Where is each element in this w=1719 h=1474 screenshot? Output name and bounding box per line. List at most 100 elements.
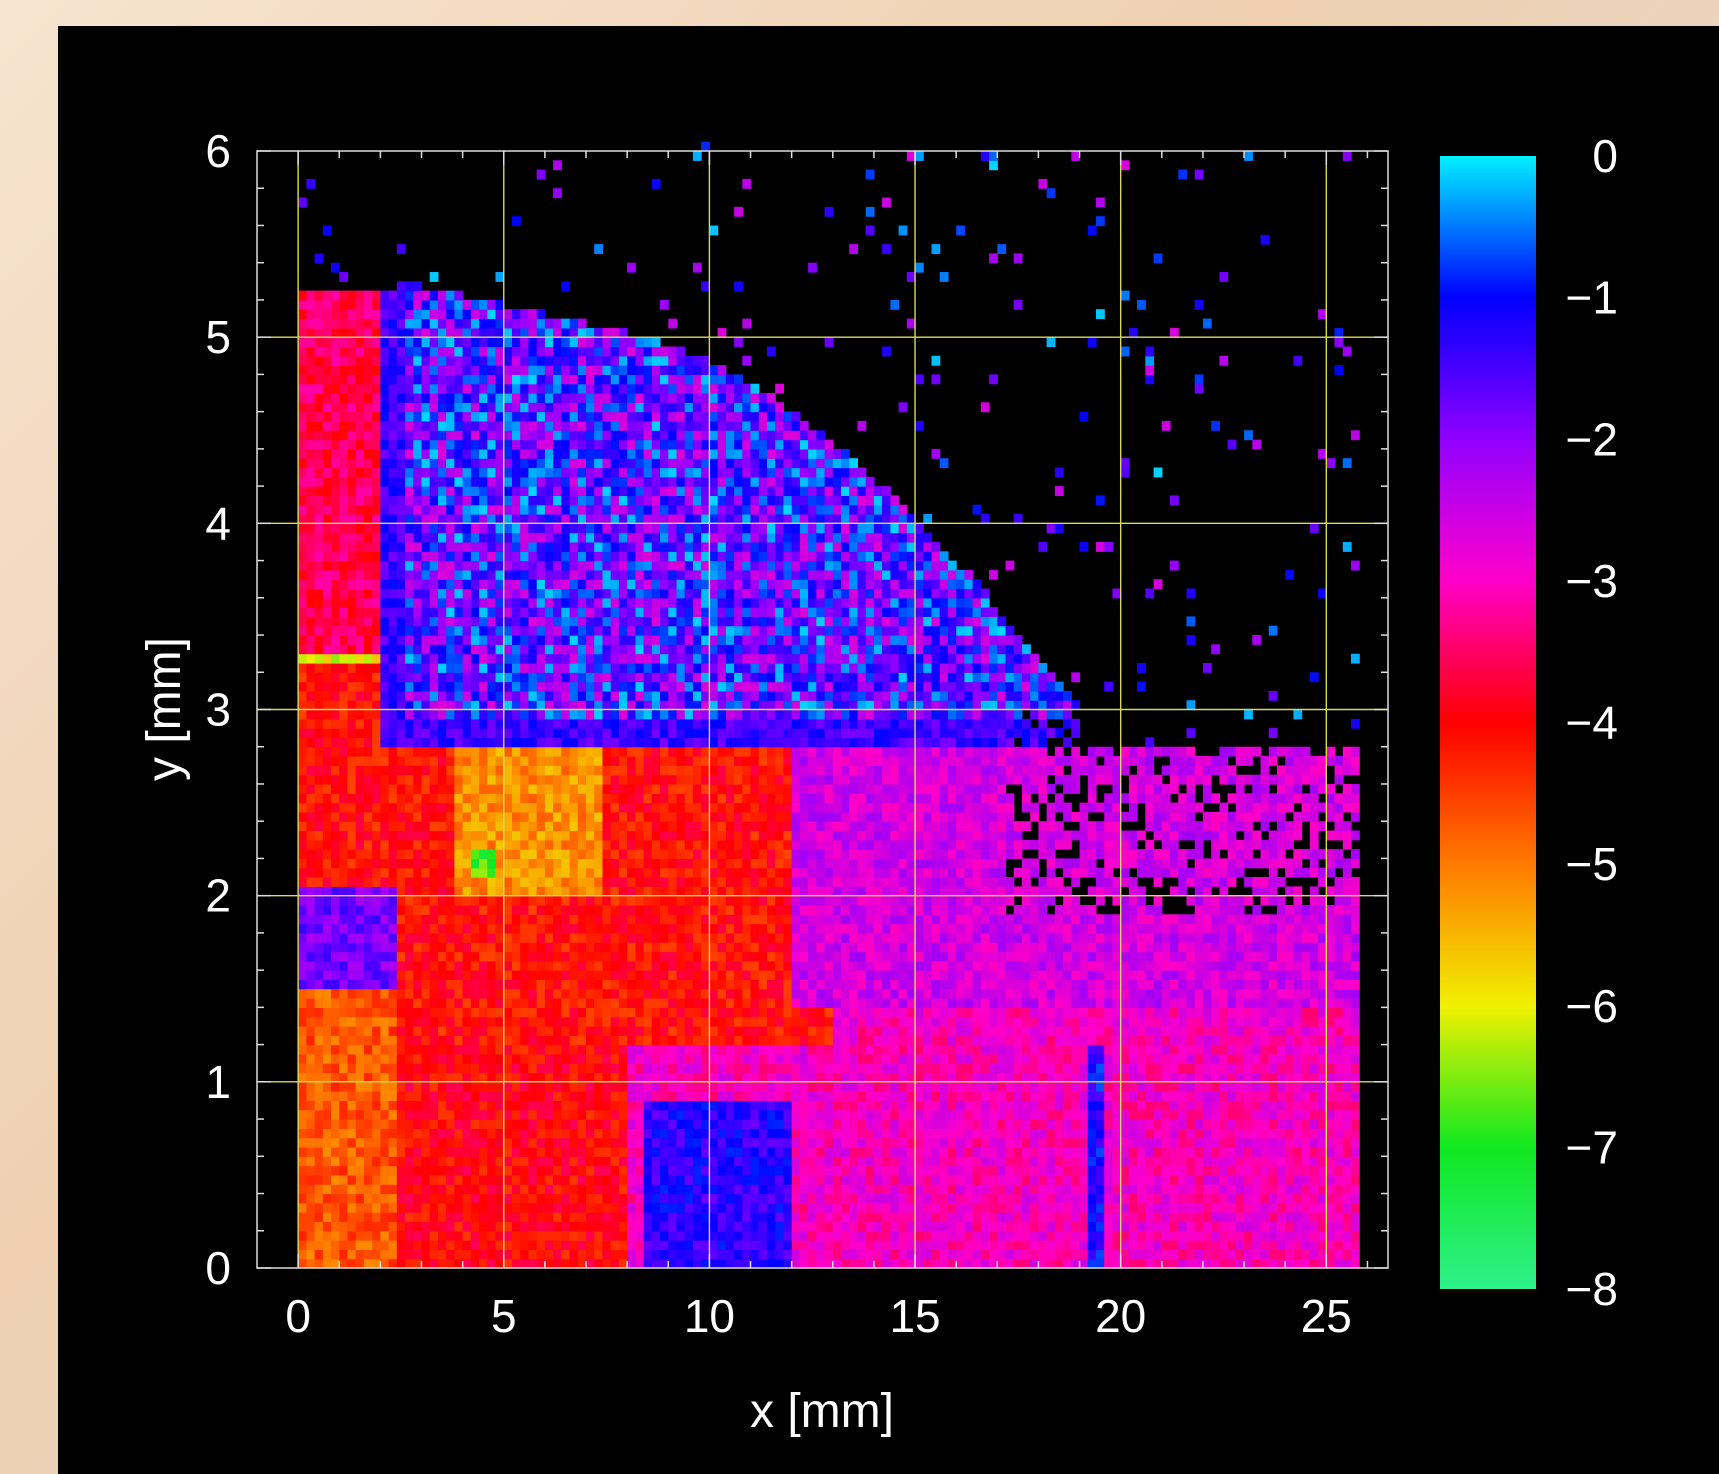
heatmap-cell	[396, 560, 406, 571]
heatmap-cell	[339, 607, 349, 617]
heatmap-cell	[405, 867, 414, 878]
heatmap-cell	[684, 560, 694, 571]
heatmap-cell	[429, 579, 439, 590]
heatmap-cell	[314, 1202, 324, 1213]
heatmap-cell	[602, 690, 612, 701]
heatmap-cell	[660, 802, 669, 813]
heatmap-cell	[331, 718, 340, 729]
heatmap-cell	[347, 1258, 357, 1269]
heatmap-cell	[314, 374, 324, 385]
heatmap-cell	[479, 923, 488, 934]
heatmap-cell	[618, 1016, 628, 1027]
heatmap-cell	[322, 355, 332, 366]
heatmap-cell	[339, 346, 349, 357]
heatmap-cell	[380, 523, 390, 534]
heatmap-cell	[363, 1044, 373, 1055]
heatmap-cell	[355, 672, 365, 683]
heatmap-cell	[322, 1184, 332, 1195]
heatmap-cell	[544, 951, 554, 962]
heatmap-cell	[520, 1258, 529, 1269]
heatmap-cell	[331, 774, 340, 785]
heatmap-cell	[446, 523, 455, 534]
heatmap-cell	[676, 1230, 686, 1241]
heatmap-cell	[306, 616, 316, 627]
heatmap-cell	[462, 1240, 472, 1250]
heatmap-cell	[660, 1100, 669, 1111]
heatmap-cell	[470, 420, 480, 431]
heatmap-cell	[676, 932, 686, 943]
heatmap-cell	[421, 467, 431, 478]
heatmap-cell	[314, 476, 324, 487]
heatmap-cell	[594, 1128, 603, 1139]
heatmap-cell	[355, 439, 365, 450]
heatmap-cell	[495, 1016, 505, 1027]
heatmap-cell	[536, 951, 546, 962]
heatmap-cell	[676, 663, 686, 673]
heatmap-cell	[298, 774, 307, 785]
heatmap-cell	[512, 802, 521, 813]
heatmap-cell	[553, 746, 562, 757]
heatmap-cell	[413, 960, 423, 971]
heatmap-cell	[380, 1044, 390, 1055]
heatmap-cell	[446, 1156, 455, 1167]
heatmap-cell	[627, 811, 636, 822]
heatmap-cell	[577, 905, 587, 915]
heatmap-cell	[684, 458, 694, 469]
heatmap-cell	[347, 1063, 357, 1074]
heatmap-cell	[495, 1044, 505, 1055]
heatmap-cell	[314, 420, 324, 431]
heatmap-cell	[660, 663, 669, 673]
heatmap-cell	[339, 514, 349, 524]
heatmap-cell	[577, 1156, 587, 1167]
heatmap-cell	[602, 793, 612, 804]
heatmap-cell	[544, 709, 554, 720]
heatmap-cell	[577, 337, 587, 348]
heatmap-cell	[561, 784, 571, 794]
heatmap-cell	[586, 988, 595, 999]
heatmap-cell	[454, 309, 464, 320]
heatmap-cell	[643, 458, 653, 469]
heatmap-cell	[651, 1184, 661, 1195]
heatmap-cell	[487, 569, 497, 580]
heatmap-cell	[339, 988, 349, 999]
heatmap-cell	[553, 365, 562, 375]
heatmap-cell	[413, 607, 423, 617]
heatmap-cell	[322, 867, 332, 878]
heatmap-cell	[684, 1119, 694, 1129]
heatmap-cell	[577, 672, 587, 683]
heatmap-cell	[668, 932, 678, 943]
heatmap-cell	[676, 1044, 686, 1055]
heatmap-cell	[446, 1026, 455, 1036]
heatmap-cell	[347, 1035, 357, 1046]
heatmap-cell	[635, 1044, 645, 1055]
heatmap-cell	[446, 709, 455, 720]
heatmap-cell	[512, 793, 521, 804]
heatmap-cell	[536, 1063, 546, 1074]
heatmap-cell	[651, 709, 661, 720]
heatmap-cell	[594, 979, 603, 990]
heatmap-cell	[635, 1165, 645, 1176]
heatmap-cell	[553, 839, 562, 850]
heatmap-cell	[421, 439, 431, 450]
heatmap-cell	[668, 504, 678, 515]
heatmap-cell	[331, 393, 340, 403]
heatmap-cell	[429, 653, 439, 664]
heatmap-cell	[298, 765, 307, 776]
heatmap-cell	[487, 365, 497, 375]
heatmap-cell	[355, 625, 365, 636]
heatmap-cell	[331, 420, 340, 431]
heatmap-cell	[405, 960, 414, 971]
heatmap-cell	[306, 1193, 316, 1204]
heatmap-cell	[495, 318, 505, 329]
heatmap-cell	[553, 914, 562, 925]
heatmap-cell	[528, 793, 538, 804]
heatmap-cell	[446, 1119, 455, 1129]
heatmap-cell	[298, 1063, 307, 1074]
heatmap-cell	[544, 942, 554, 953]
heatmap-cell	[495, 523, 505, 534]
heatmap-cell	[495, 1249, 505, 1260]
heatmap-cell	[429, 830, 439, 841]
heatmap-cell	[314, 1230, 324, 1241]
heatmap-cell	[487, 951, 497, 962]
heatmap-cell	[520, 690, 529, 701]
